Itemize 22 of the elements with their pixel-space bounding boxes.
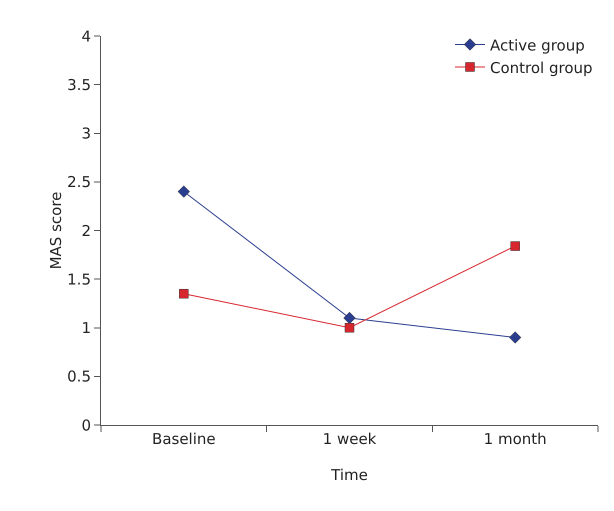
legend-label: Active group (490, 36, 585, 54)
y-tick-label: 0 (81, 416, 91, 434)
y-tick-label: 1.5 (67, 270, 91, 288)
y-tick-label: 4 (81, 27, 91, 46)
y-axis-title: MAS score (47, 192, 65, 270)
x-axis-title: Time (330, 466, 368, 484)
point (178, 186, 190, 198)
y-tick-label: 1 (81, 319, 91, 337)
y-tick-label: 2 (81, 222, 91, 240)
point (344, 323, 354, 332)
y-tick-label: 3 (81, 124, 91, 142)
x-tick-label: 1 month (484, 430, 547, 448)
y-tick-label: 0.5 (67, 368, 91, 386)
point (179, 288, 189, 298)
point (510, 241, 520, 251)
y-tick-label: 3.5 (67, 76, 91, 94)
x-tick-label: Baseline (152, 430, 216, 448)
y-tick-label: 2.5 (67, 173, 91, 192)
legend-label: Control group (490, 58, 593, 77)
point (343, 312, 356, 324)
x-tick-label: 1 week (322, 430, 377, 448)
point (509, 331, 522, 344)
